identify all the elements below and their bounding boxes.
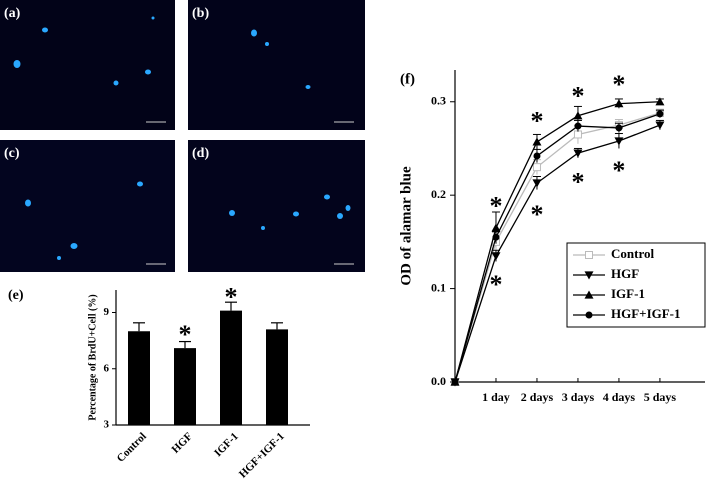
marker — [615, 124, 623, 132]
x-tick-label: HGF+IGF-1 — [237, 430, 287, 480]
marker — [655, 121, 665, 130]
bar — [220, 310, 242, 425]
annotation: * — [225, 283, 238, 312]
marker — [451, 378, 459, 386]
x-tick-label: 5 days — [644, 390, 677, 404]
marker — [491, 252, 501, 261]
line — [454, 124, 661, 383]
annotation: * — [489, 192, 502, 221]
x-tick-label: 1 day — [482, 390, 510, 404]
annotation: * — [489, 270, 502, 299]
y-tick-label: 0.3 — [431, 94, 446, 108]
marker — [574, 122, 582, 130]
panel-label: (b) — [192, 6, 209, 21]
micrograph — [0, 0, 175, 130]
annotation: * — [571, 81, 584, 110]
marker — [656, 110, 664, 118]
annotation: * — [612, 70, 625, 99]
marker — [492, 233, 500, 241]
y-tick-label: 0.0 — [431, 374, 446, 388]
y-tick-label: 0.1 — [431, 280, 446, 294]
marker — [614, 137, 624, 146]
scale-bars — [146, 121, 354, 265]
y-tick-label: 9 — [104, 306, 110, 318]
panel-label: (a) — [4, 6, 21, 21]
nuclei — [13, 16, 351, 260]
marker — [532, 137, 542, 146]
micrograph — [188, 0, 365, 130]
marker — [533, 152, 541, 160]
marker — [573, 111, 583, 120]
panel-label: (e) — [8, 288, 24, 303]
micrograph — [188, 140, 365, 272]
marker — [573, 149, 583, 158]
annotation: * — [179, 320, 192, 349]
x-tick-label: 4 days — [603, 390, 636, 404]
line — [454, 101, 660, 383]
marker — [532, 179, 542, 188]
marker — [573, 130, 582, 139]
x-tick-label: 3 days — [562, 390, 595, 404]
bar — [266, 329, 288, 425]
marker — [614, 99, 624, 108]
x-tick-label: Control — [115, 430, 149, 464]
annotation: * — [612, 156, 625, 185]
line — [454, 113, 661, 383]
legend-label: HGF+IGF-1 — [611, 306, 681, 321]
line — [454, 112, 661, 383]
bar — [128, 331, 150, 425]
legend-label: Control — [611, 246, 654, 261]
x-tick-label: HGF — [170, 430, 196, 456]
legend-label: HGF — [611, 266, 639, 281]
panel-label: (f) — [400, 71, 415, 87]
annotation: * — [571, 167, 584, 196]
marker — [585, 251, 593, 259]
micrograph — [0, 140, 175, 272]
bar — [174, 348, 196, 425]
annotation: * — [530, 200, 543, 229]
marker — [585, 311, 593, 319]
micrographs: (a) (b) (c) (d) — [0, 0, 365, 272]
x-tick-label: IGF-1 — [212, 430, 241, 459]
marker — [491, 223, 501, 232]
annotation: * — [530, 107, 543, 136]
y-tick-label: 0.2 — [431, 187, 446, 201]
marker — [532, 163, 541, 172]
legend-label: IGF-1 — [611, 286, 645, 301]
marker — [655, 97, 665, 106]
x-tick-label: 2 days — [521, 390, 554, 404]
panel-label: (c) — [4, 146, 20, 161]
marker — [584, 290, 594, 299]
y-tick-label: 3 — [104, 419, 110, 431]
panel-label: (d) — [192, 146, 209, 161]
y-axis-label: OD of alamar blue — [398, 166, 414, 286]
y-axis-label: Percentage of BrdU+Cell (%) — [87, 294, 98, 420]
y-tick-label: 6 — [104, 362, 110, 374]
marker — [584, 271, 594, 280]
